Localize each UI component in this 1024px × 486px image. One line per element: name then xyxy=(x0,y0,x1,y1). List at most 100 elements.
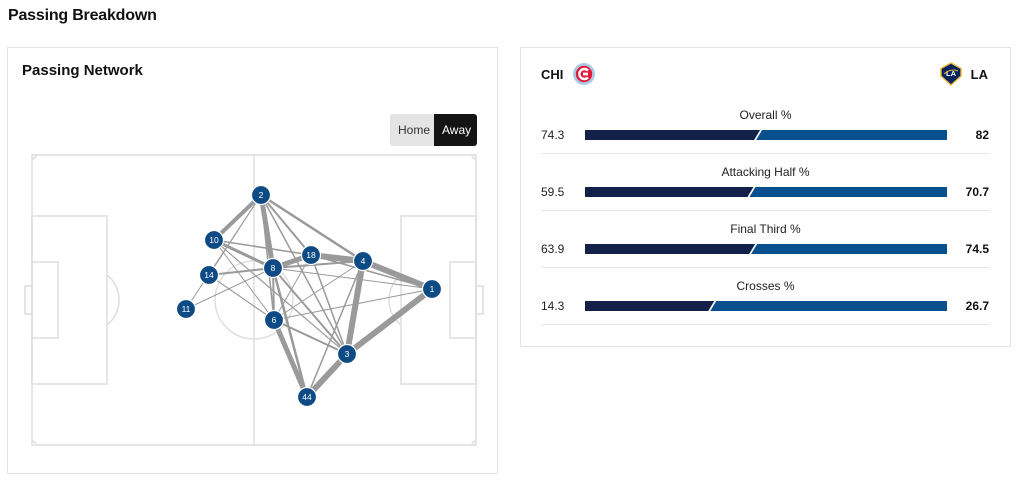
pass-link-2-4 xyxy=(260,193,364,263)
pass-link-1-6 xyxy=(273,288,433,321)
player-number: 11 xyxy=(182,304,191,314)
home-bar-segment xyxy=(585,301,715,311)
pass-link-3-10 xyxy=(213,239,348,355)
pass-link-4-6 xyxy=(273,260,364,321)
soccer-pitch: 2 10 14 11 8 18 4 1 6 3 44 xyxy=(24,154,484,446)
away-bar-segment xyxy=(751,244,947,254)
home-bar-segment xyxy=(585,244,756,254)
player-node-14[interactable]: 14 xyxy=(198,264,220,286)
stat-comparison-bar xyxy=(585,187,947,197)
away-bar-segment xyxy=(756,130,947,140)
away-bar-segment xyxy=(749,187,947,197)
home-bar-segment xyxy=(585,187,754,197)
pass-link-8-1 xyxy=(272,267,433,290)
player-node-44[interactable]: 44 xyxy=(296,386,318,408)
pass-link-4-1 xyxy=(361,258,434,292)
player-node-circle xyxy=(296,386,318,408)
player-number: 4 xyxy=(361,256,366,266)
stat-divider xyxy=(541,210,990,211)
pass-link-18-6 xyxy=(273,254,312,321)
pass-link-10-6 xyxy=(213,239,275,321)
home-stat-value: 59.5 xyxy=(541,185,565,199)
pass-link-2-10 xyxy=(212,193,263,242)
pass-link-11-8 xyxy=(185,267,274,310)
player-number: 14 xyxy=(204,270,214,280)
player-node-8[interactable]: 8 xyxy=(262,257,284,279)
player-node-3[interactable]: 3 xyxy=(336,343,358,365)
pass-link-2-3 xyxy=(260,194,348,355)
player-number: 6 xyxy=(272,315,277,325)
player-nodes: 2 10 14 11 8 18 4 1 6 3 44 xyxy=(175,184,443,408)
player-node-4[interactable]: 4 xyxy=(352,250,374,272)
away-toggle-button[interactable]: Away xyxy=(434,114,477,146)
player-number: 44 xyxy=(302,392,312,402)
player-node-6[interactable]: 6 xyxy=(263,309,285,331)
player-node-18[interactable]: 18 xyxy=(300,244,322,266)
pitch-markings xyxy=(24,154,484,446)
home-stat-value: 74.3 xyxy=(541,128,565,142)
pass-link-10-18 xyxy=(213,239,312,256)
stat-divider xyxy=(541,153,990,154)
pass-link-14-8 xyxy=(208,267,274,276)
pass-link-2-6 xyxy=(260,194,275,321)
player-node-circle xyxy=(198,264,220,286)
home-stat-value: 63.9 xyxy=(541,242,565,256)
pass-link-6-14 xyxy=(208,274,275,321)
player-number: 3 xyxy=(345,349,350,359)
stat-label: Overall % xyxy=(739,108,792,122)
stat-label: Attacking Half % xyxy=(721,165,810,179)
stat-comparison-bar xyxy=(585,244,947,254)
stat-divider xyxy=(541,267,990,268)
away-team: LA LA xyxy=(939,62,988,86)
passing-network-card: Passing Network Home Away 2 10 14 11 8 18 4 1 6 3… xyxy=(7,47,498,474)
player-node-10[interactable]: 10 xyxy=(203,229,225,251)
page-title: Passing Breakdown xyxy=(8,7,157,24)
la-galaxy-logo-icon: LA xyxy=(939,62,962,86)
pass-link-18-3 xyxy=(310,254,348,355)
home-team-abbr: CHI xyxy=(541,66,564,82)
pass-link-10-8 xyxy=(213,238,274,270)
player-node-2[interactable]: 2 xyxy=(250,184,272,206)
pass-link-2-18 xyxy=(260,194,312,256)
stat-divider xyxy=(541,324,990,325)
home-toggle-button[interactable]: Home xyxy=(390,114,434,146)
player-number: 2 xyxy=(259,190,264,200)
player-number: 8 xyxy=(271,263,276,273)
chicago-fire-logo-icon xyxy=(573,63,596,85)
stat-label: Crosses % xyxy=(736,279,795,293)
away-team-abbr: LA xyxy=(970,66,988,82)
player-node-circle xyxy=(352,250,374,272)
pass-link-4-3 xyxy=(344,260,366,355)
pass-link-6-44 xyxy=(271,319,310,398)
stat-comparison-bar xyxy=(585,301,947,311)
player-number: 10 xyxy=(209,235,219,245)
player-node-circle xyxy=(336,343,358,365)
svg-text:LA: LA xyxy=(946,69,957,78)
player-node-circle xyxy=(250,184,272,206)
home-team: CHI xyxy=(541,62,596,86)
away-bar-segment xyxy=(710,301,947,311)
home-bar-segment xyxy=(585,130,761,140)
player-node-circle xyxy=(175,298,197,320)
stat-comparison-bar xyxy=(585,130,947,140)
pass-link-8-3 xyxy=(272,267,348,355)
pass-link-6-3 xyxy=(273,319,348,355)
player-node-circle xyxy=(203,229,225,251)
stat-label: Final Third % xyxy=(730,222,801,236)
away-stat-value: 82 xyxy=(975,128,989,142)
player-node-circle xyxy=(263,309,285,331)
pass-link-4-44 xyxy=(306,260,364,398)
pass-stats-card: CHI LA LA Overall % 74.3 82 Attacking Half … xyxy=(520,47,1011,347)
away-stat-value: 70.7 xyxy=(965,185,989,199)
player-node-1[interactable]: 1 xyxy=(421,278,443,300)
home-stat-value: 14.3 xyxy=(541,299,565,313)
passing-network-title: Passing Network xyxy=(22,62,143,79)
player-node-11[interactable]: 11 xyxy=(175,298,197,320)
away-stat-value: 74.5 xyxy=(965,242,989,256)
away-stat-value: 26.7 xyxy=(965,299,989,313)
player-node-circle xyxy=(300,244,322,266)
player-number: 1 xyxy=(430,284,435,294)
pass-link-8-44 xyxy=(271,267,309,398)
home-away-toggle[interactable]: Home Away xyxy=(390,114,477,146)
pass-link-1-3 xyxy=(345,286,434,357)
